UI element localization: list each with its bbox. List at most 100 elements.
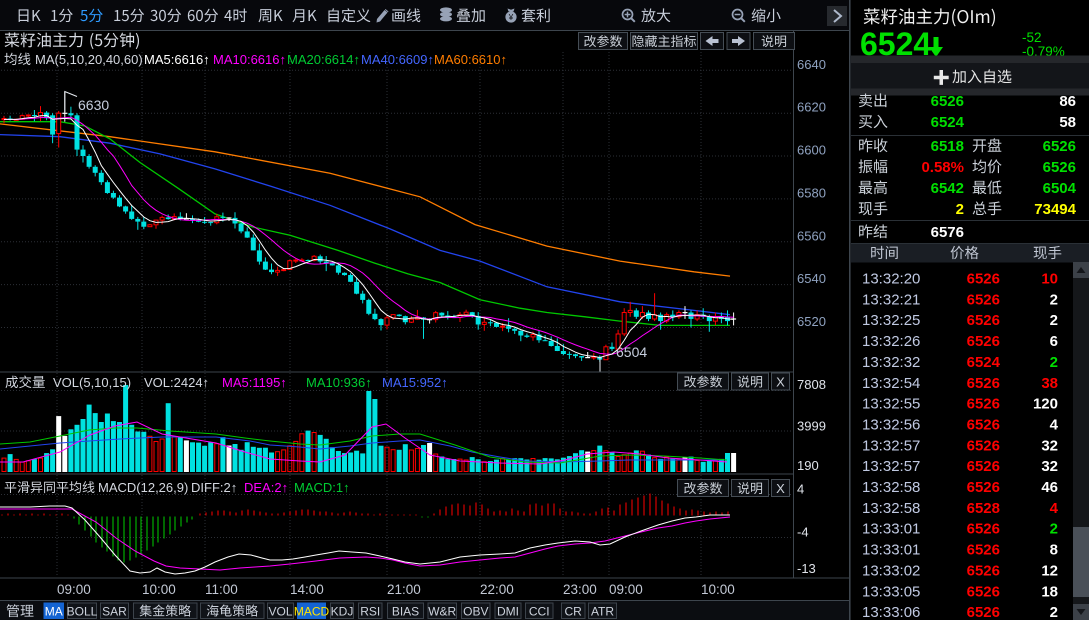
svg-text:2: 2 (1050, 521, 1058, 538)
svg-text:7808: 7808 (797, 377, 826, 392)
svg-text:6526: 6526 (1043, 159, 1076, 176)
svg-text:8: 8 (1050, 542, 1058, 559)
svg-text:6526: 6526 (967, 396, 1000, 413)
svg-text:46: 46 (1041, 479, 1058, 496)
svg-text:190: 190 (797, 458, 819, 473)
svg-text:ATR: ATR (591, 605, 614, 619)
svg-text:6526: 6526 (967, 562, 1000, 579)
svg-text:MA15:952↑: MA15:952↑ (382, 375, 448, 390)
svg-text:14:00: 14:00 (290, 582, 324, 597)
svg-text:6526: 6526 (967, 375, 1000, 392)
svg-text:6526: 6526 (967, 417, 1000, 434)
svg-text:0.58%: 0.58% (921, 159, 964, 176)
svg-text:6520: 6520 (797, 314, 826, 329)
svg-text:6560: 6560 (797, 228, 826, 243)
svg-text:10: 10 (1041, 271, 1058, 288)
svg-text:6600: 6600 (797, 143, 826, 158)
svg-text:BIAS: BIAS (392, 605, 419, 619)
svg-text:120: 120 (1033, 396, 1058, 413)
svg-text:VOL:2424↑: VOL:2424↑ (144, 375, 209, 390)
svg-text:MA5:1195↑: MA5:1195↑ (222, 375, 287, 390)
svg-text:6504: 6504 (616, 344, 647, 360)
svg-text:58: 58 (1059, 114, 1076, 131)
svg-text:BOLL: BOLL (67, 605, 98, 619)
svg-text:2: 2 (1050, 291, 1058, 308)
svg-text:RSI: RSI (360, 605, 380, 619)
svg-text:6526: 6526 (967, 437, 1000, 454)
svg-text:6526: 6526 (931, 93, 964, 110)
svg-text:13:33:01: 13:33:01 (862, 542, 920, 559)
svg-text:13:32:57: 13:32:57 (862, 437, 920, 454)
svg-text:MA(5,10,20,40,60): MA(5,10,20,40,60) (35, 52, 143, 67)
svg-text:DMI: DMI (497, 605, 519, 619)
svg-text:W&R: W&R (428, 605, 456, 619)
svg-text:4: 4 (797, 482, 804, 497)
svg-text:6526: 6526 (967, 312, 1000, 329)
svg-text:6518: 6518 (931, 138, 964, 155)
svg-text:MACD(12,26,9): MACD(12,26,9) (98, 480, 188, 495)
svg-text:6526: 6526 (967, 479, 1000, 496)
svg-text:38: 38 (1041, 375, 1058, 392)
svg-text:6526: 6526 (967, 542, 1000, 559)
svg-text:MA5:6616↑: MA5:6616↑ (144, 52, 210, 67)
svg-text:MACD:1↑: MACD:1↑ (294, 480, 350, 495)
svg-text:13:32:57: 13:32:57 (862, 458, 920, 475)
svg-text:X: X (776, 375, 785, 390)
svg-text:3999: 3999 (797, 419, 826, 434)
svg-text:2: 2 (1050, 354, 1058, 371)
svg-text:4: 4 (1050, 417, 1059, 434)
svg-text:6526: 6526 (967, 521, 1000, 538)
svg-text:18: 18 (1041, 583, 1058, 600)
svg-text:-0.79%: -0.79% (1022, 44, 1065, 59)
svg-text:73494: 73494 (1034, 201, 1076, 218)
svg-text:MA10:6616↑: MA10:6616↑ (213, 52, 286, 67)
svg-text:6528: 6528 (967, 500, 1000, 517)
svg-text:KDJ: KDJ (331, 605, 354, 619)
svg-text:VOL: VOL (268, 605, 292, 619)
svg-text:X: X (776, 481, 785, 496)
svg-text:2: 2 (1050, 312, 1058, 329)
svg-text:6576: 6576 (931, 224, 964, 241)
svg-text:¥: ¥ (508, 13, 514, 22)
svg-text:6580: 6580 (797, 185, 826, 200)
svg-text:-4: -4 (797, 525, 809, 540)
svg-text:12: 12 (1041, 562, 1058, 579)
svg-text:6504: 6504 (1043, 180, 1077, 197)
svg-text:23:00: 23:00 (563, 582, 597, 597)
svg-text:MA20:6614↑: MA20:6614↑ (287, 52, 360, 67)
svg-text:13:32:20: 13:32:20 (862, 271, 920, 288)
svg-text:13:33:05: 13:33:05 (862, 583, 920, 600)
svg-text:DEA:2↑: DEA:2↑ (244, 480, 288, 495)
svg-text:MA10:936↑: MA10:936↑ (306, 375, 372, 390)
svg-text:MA: MA (45, 605, 63, 619)
svg-text:13:32:54: 13:32:54 (862, 375, 920, 392)
svg-text:6: 6 (1050, 333, 1058, 350)
svg-text:CR: CR (565, 605, 583, 619)
svg-text:CCI: CCI (529, 605, 550, 619)
svg-text:6526: 6526 (967, 271, 1000, 288)
svg-text:13:33:02: 13:33:02 (862, 562, 920, 579)
svg-text:09:00: 09:00 (609, 582, 643, 597)
svg-text:-13: -13 (797, 561, 816, 576)
svg-text:SAR: SAR (102, 605, 127, 619)
svg-text:6540: 6540 (797, 271, 826, 286)
svg-text:MACD: MACD (294, 605, 330, 619)
svg-text:2: 2 (956, 201, 964, 218)
svg-text:22:00: 22:00 (480, 582, 514, 597)
svg-text:6640: 6640 (797, 57, 826, 72)
svg-text:13:32:58: 13:32:58 (862, 479, 920, 496)
svg-text:6524: 6524 (967, 354, 1001, 371)
svg-text:6630: 6630 (78, 97, 109, 113)
svg-text:13:33:06: 13:33:06 (862, 604, 920, 620)
svg-text:6620: 6620 (797, 100, 826, 115)
svg-text:13:32:55: 13:32:55 (862, 396, 920, 413)
svg-text:6542: 6542 (931, 180, 964, 197)
svg-text:MA60:6610↑: MA60:6610↑ (434, 52, 507, 67)
svg-text:09:00: 09:00 (57, 582, 91, 597)
svg-text:10:00: 10:00 (701, 582, 735, 597)
svg-text:DIFF:2↑: DIFF:2↑ (191, 480, 237, 495)
svg-text:13:32:32: 13:32:32 (862, 354, 920, 371)
svg-text:6526: 6526 (967, 458, 1000, 475)
svg-text:13:32:25: 13:32:25 (862, 312, 920, 329)
svg-text:4: 4 (1050, 500, 1059, 517)
